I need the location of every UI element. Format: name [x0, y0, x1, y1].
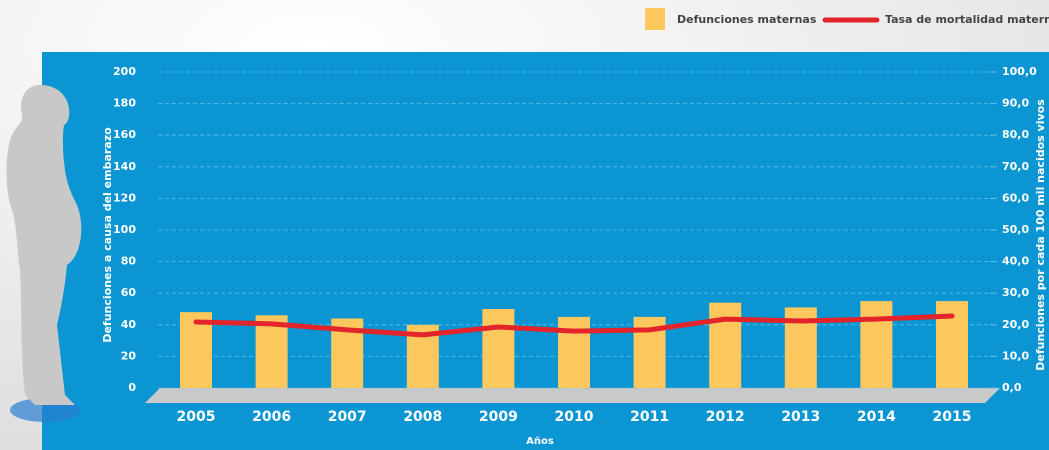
y-tick-label: 80 — [121, 255, 137, 268]
y2-tick-label: 30,0 — [1002, 286, 1029, 299]
bar — [709, 302, 742, 388]
pregnant-silhouette — [6, 85, 82, 405]
y-axis-title: Defunciones a causa del embarazo — [101, 127, 114, 343]
y2-tick-label: 40,0 — [1002, 255, 1029, 268]
y2-tick-label: 90,0 — [1002, 97, 1029, 110]
bar — [180, 312, 212, 388]
y-tick-label: 60 — [121, 286, 137, 299]
bar — [482, 309, 515, 388]
y-tick-label: 180 — [113, 97, 136, 110]
x-tick-label: 2011 — [630, 409, 669, 425]
x-tick-label: 2006 — [252, 409, 291, 425]
x-tick-label: 2005 — [177, 409, 216, 425]
y-tick-label: 120 — [113, 191, 136, 204]
y-tick-label: 40 — [121, 318, 137, 331]
y2-tick-label: 70,0 — [1002, 160, 1029, 173]
y2-tick-label: 20,0 — [1002, 318, 1029, 331]
bar — [860, 301, 893, 388]
y-tick-label: 200 — [113, 65, 136, 78]
x-tick-label: 2010 — [555, 409, 594, 425]
y2-tick-label: 10,0 — [1002, 349, 1029, 362]
y2-tick-label: 0,0 — [1002, 381, 1022, 394]
x-tick-label: 2014 — [857, 409, 896, 425]
line — [193, 313, 955, 338]
y-tick-label: 140 — [113, 160, 136, 173]
x-tick-label: 2012 — [706, 409, 745, 425]
y-tick-label: 100 — [113, 223, 136, 236]
x-tick-label: 2015 — [933, 409, 972, 425]
y2-tick-label: 60,0 — [1002, 191, 1029, 204]
x-tick-label: 2008 — [403, 409, 442, 425]
x-tick-label: 2009 — [479, 409, 518, 425]
x-axis-title: Años — [526, 436, 554, 447]
y2-tick-label: 80,0 — [1002, 128, 1029, 141]
x-tick-label: 2007 — [328, 409, 367, 425]
bar — [255, 315, 288, 388]
y2-tick-label: 50,0 — [1002, 223, 1029, 236]
bar — [558, 316, 590, 388]
legend-label: Defunciones maternas — [677, 13, 817, 26]
y-tick-label: 20 — [121, 349, 137, 362]
legend-label: Tasa de mortalidad materna — [885, 13, 1049, 26]
legend-swatch — [645, 8, 665, 30]
y2-axis-title: Defunciones por cada 100 mil nacidos viv… — [1034, 99, 1047, 371]
floor — [145, 388, 1000, 403]
y-tick-label: 160 — [113, 128, 136, 141]
x-tick-label: 2013 — [781, 409, 820, 425]
y2-tick-label: 100,0 — [1002, 65, 1037, 78]
y-tick-label: 0 — [128, 381, 136, 394]
